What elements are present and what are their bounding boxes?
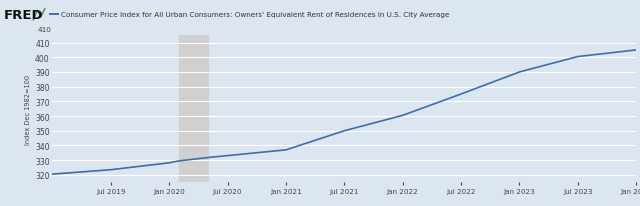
Text: 410: 410 [38,27,52,33]
Text: FRED: FRED [4,9,44,22]
Text: Consumer Price Index for All Urban Consumers: Owners' Equivalent Rent of Residen: Consumer Price Index for All Urban Consu… [61,12,449,18]
Y-axis label: Index Dec 1982=100: Index Dec 1982=100 [25,74,31,144]
Bar [179,36,208,182]
